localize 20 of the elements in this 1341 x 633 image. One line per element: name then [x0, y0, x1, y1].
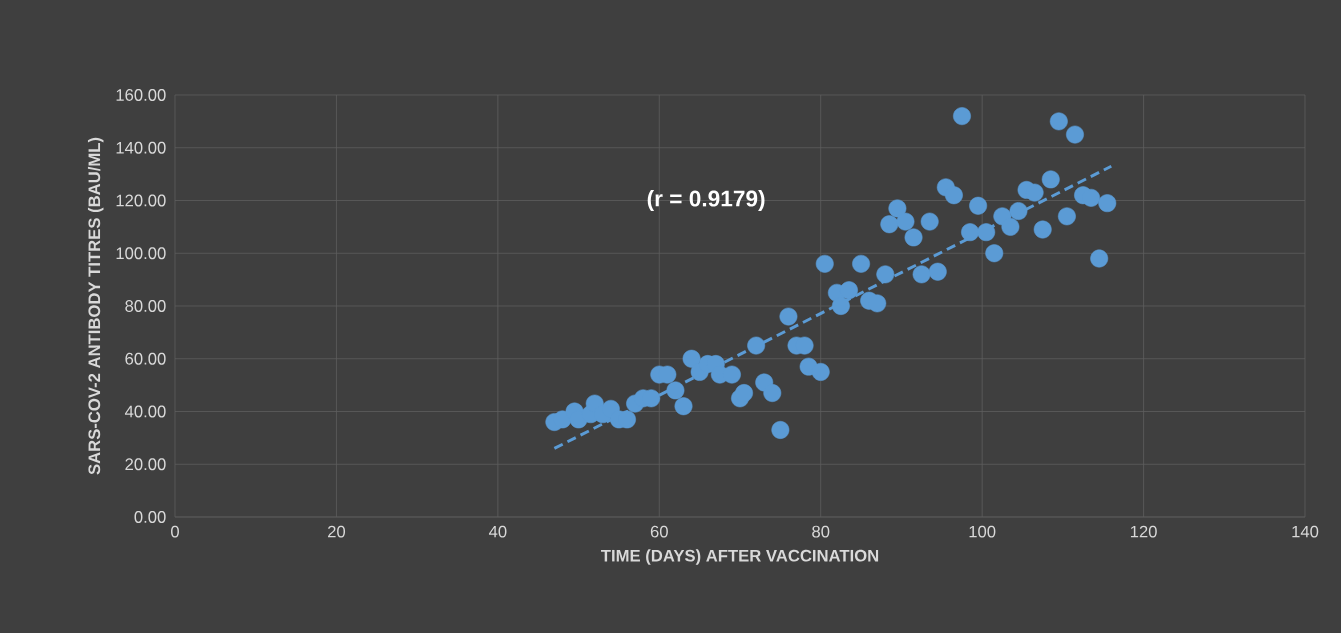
x-tick-label: 40 [488, 525, 507, 538]
y-tick-label: 20.00 [125, 458, 166, 471]
y-tick-label: 120.00 [116, 194, 166, 207]
y-tick-label: 100.00 [116, 247, 166, 260]
y-tick-label: 160.00 [116, 89, 166, 101]
annotation: (r = 0.9179) [647, 189, 765, 212]
y-tick-label: 80.00 [125, 300, 166, 312]
x-tick-label: 0 [171, 525, 179, 538]
x-tick-label: 80 [812, 525, 830, 538]
x-tick-label: 60 [650, 525, 668, 538]
y-axis-title: SARS-COV-2 ANTIBODY TITRES (BAU/ML) [87, 137, 104, 475]
y-tick-label: 40.00 [124, 405, 166, 418]
y-tick-label: 140.00 [116, 141, 166, 154]
y-tick-label: 60.00 [125, 352, 166, 365]
x-tick-label: 20 [328, 525, 346, 538]
x-axis-title: TIME (DAYS) AFTER VACCINATION [601, 549, 879, 565]
y-tick-label: 0.00 [134, 511, 166, 523]
x-tick-label: 100 [969, 525, 996, 538]
x-tick-label: 140 [1292, 525, 1319, 538]
x-tick-label: 120 [1130, 525, 1157, 538]
